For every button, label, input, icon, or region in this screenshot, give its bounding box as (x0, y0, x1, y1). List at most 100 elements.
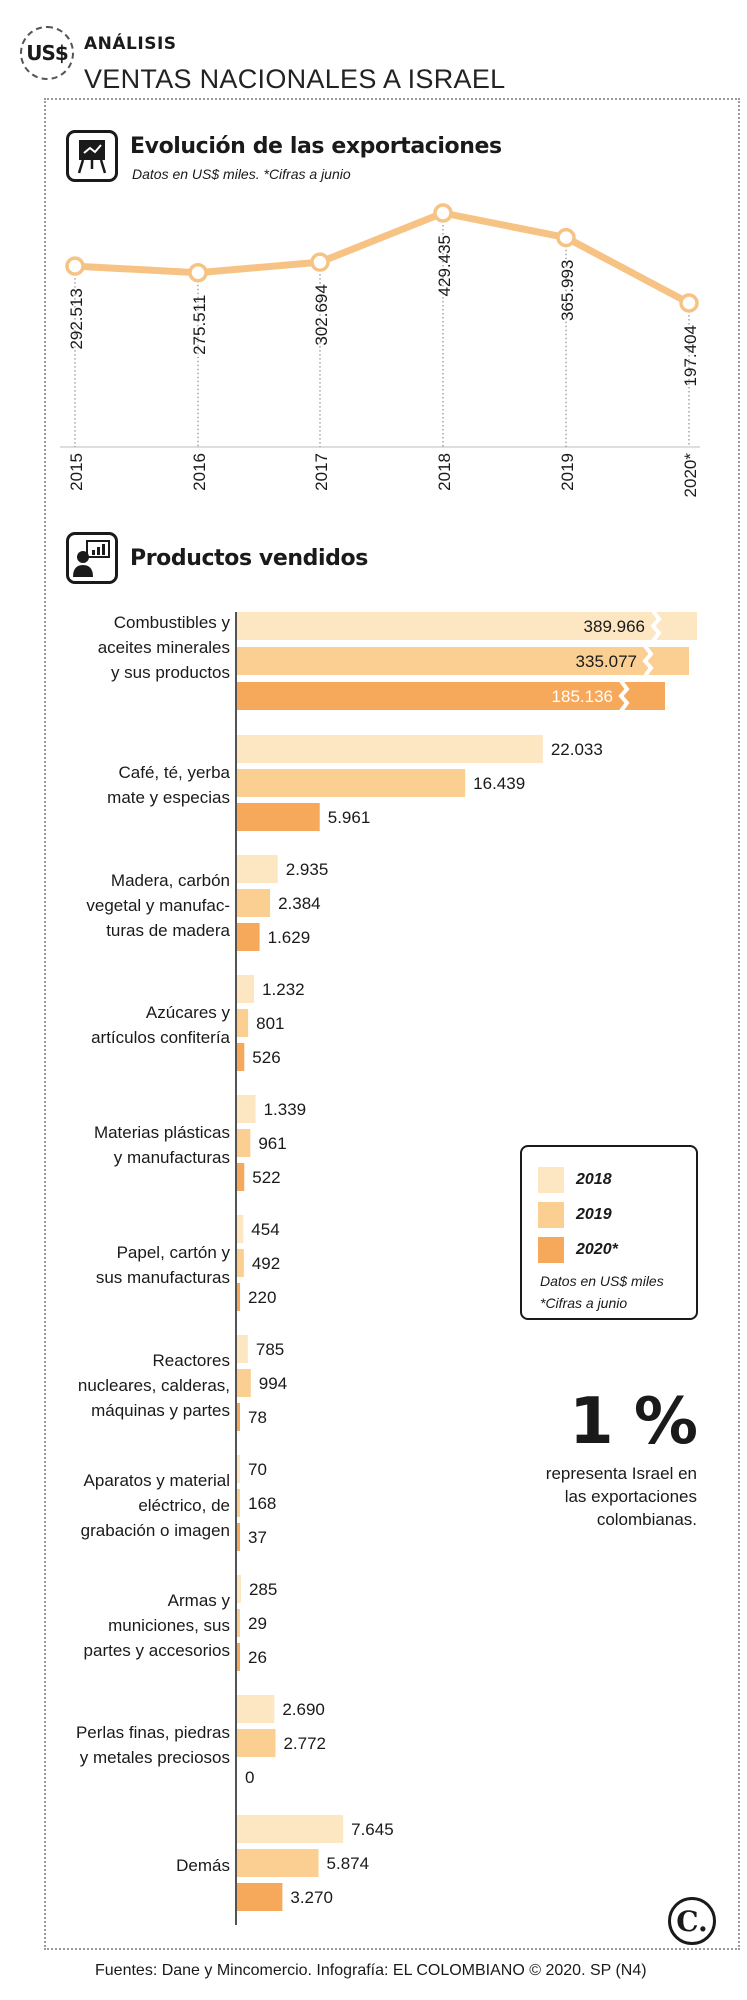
category-label-line: Demás (176, 1855, 230, 1875)
data-label: 7.645 (351, 1820, 394, 1839)
data-label: 2.772 (283, 1734, 326, 1753)
data-label: 197.404 (681, 325, 700, 386)
data-label: 285 (249, 1580, 277, 1599)
legend-item-2018: 2018 (538, 1167, 612, 1193)
category-label-line: aceites minerales (97, 637, 230, 657)
data-label: 302.694 (312, 284, 331, 345)
data-label: 994 (259, 1374, 287, 1393)
data-label: 1.232 (262, 980, 305, 999)
data-label: 2.384 (278, 894, 321, 913)
bar-2018 (237, 855, 278, 883)
bar-2018 (237, 1815, 344, 1843)
bar-2020 (237, 1403, 240, 1431)
footer-credits: Fuentes: Dane y Mincomercio. Infografía:… (95, 1962, 647, 1979)
legend-item-2020: 2020* (538, 1237, 618, 1263)
category-label-line: sus manufacturas (95, 1268, 230, 1287)
data-label: 801 (256, 1014, 284, 1033)
bar-2018 (237, 1215, 244, 1243)
data-point (433, 203, 453, 223)
dollar-badge-icon: US$ (20, 26, 74, 80)
category-label-line: Perlas finas, piedras (75, 1723, 230, 1742)
data-label: 37 (248, 1528, 267, 1547)
legend-label: 2018 (576, 1171, 612, 1188)
bar-2018 (237, 975, 255, 1003)
data-point (310, 252, 330, 272)
category-label-line: y manufacturas (113, 1148, 230, 1167)
bar-2019 (237, 1249, 244, 1277)
bar-2020 (237, 1163, 245, 1191)
category-label: Reactores nucleares, calderas, máquinas y … (20, 1348, 230, 1423)
x-tick-label: 2015 (67, 453, 86, 491)
bar-2020 (237, 1523, 240, 1551)
category-label-line: y sus productos (110, 662, 230, 682)
category-label-line: Madera, carbón (110, 870, 230, 890)
bar-2018 (237, 1575, 241, 1603)
data-label: 185.136 (552, 687, 613, 706)
note-line: las exportaciones (564, 1487, 697, 1506)
category-label-line: turas de madera (106, 920, 230, 940)
bar-2018 (237, 612, 697, 640)
bar-2020 (237, 1043, 245, 1071)
data-label: 3.270 (290, 1888, 333, 1907)
data-label: 5.874 (327, 1854, 370, 1873)
data-label: 22.033 (551, 740, 603, 759)
bar-2018 (237, 1455, 240, 1483)
category-label-line: eléctrico, de (138, 1495, 230, 1515)
category-label: Café, té, yerba mate y especias (20, 760, 230, 810)
legend-swatch-2019 (538, 1202, 564, 1228)
data-label: 70 (248, 1460, 267, 1479)
frame-top-border (44, 98, 740, 100)
data-label: 365.993 (558, 260, 577, 321)
legend-label: 2020* (576, 1241, 618, 1258)
bar-2018 (237, 1335, 248, 1363)
category-label-line: municiones, sus (108, 1615, 230, 1635)
legend-item-2019: 2019 (538, 1202, 612, 1228)
category-label-line: partes y accesorios (83, 1640, 230, 1660)
category-label-line: grabación o imagen (80, 1520, 230, 1540)
category-label-line: Materias plásticas (93, 1123, 230, 1142)
legend-swatch-2020 (538, 1237, 564, 1263)
data-label: 492 (252, 1254, 280, 1273)
category-label: Demás (20, 1853, 230, 1878)
x-tick-label: 2017 (312, 453, 331, 491)
israel-share-note: representa Israel en las exportaciones c… (497, 1462, 697, 1531)
data-label: 1.629 (268, 928, 311, 947)
category-label-line: artículos confitería (91, 1028, 230, 1047)
data-label: 1.339 (264, 1100, 307, 1119)
x-tick-label: 2019 (558, 453, 577, 491)
category-label-line: Azúcares y (145, 1003, 230, 1022)
category-label-line: Aparatos y material (83, 1470, 230, 1490)
presentation-board-icon (66, 130, 118, 182)
data-label: 29 (248, 1614, 267, 1633)
data-label: 168 (248, 1494, 276, 1513)
bar-2020 (237, 803, 320, 831)
category-label-line: mate y especias (107, 788, 230, 807)
category-label: Perlas finas, piedras y metales preciosos (20, 1720, 230, 1770)
data-label: 275.511 (190, 295, 209, 355)
data-point (188, 262, 208, 283)
category-label: Combustibles y aceites minerales y sus pro… (20, 610, 230, 685)
bar-2020 (237, 1883, 283, 1911)
bar-2019 (237, 1369, 251, 1397)
bar-2018 (237, 735, 543, 763)
israel-share-value: 1 % (569, 1385, 698, 1459)
evolution-title: Evolución de las exportaciones (130, 134, 502, 159)
category-label-line: Armas y (167, 1590, 230, 1610)
data-label: 961 (258, 1134, 286, 1153)
x-tick-label: 2020* (681, 453, 700, 498)
products-bar-chart: 389.966 335.077 185.136 22.033 16.439 5.961 2.… (235, 609, 697, 1925)
x-tick-label: 2016 (190, 453, 209, 491)
legend-note-june: *Cifras a junio (540, 1295, 628, 1311)
data-point (556, 227, 576, 248)
x-tick-label: 2018 (435, 453, 454, 491)
data-label: 26 (248, 1648, 267, 1667)
legend-note-units: Datos en US$ miles (540, 1273, 664, 1289)
exports-line-chart: 292.513 2015 275.511 2016 302.694 2017 429.435… (60, 203, 700, 498)
category-label-line: Combustibles y (113, 612, 230, 632)
bar-2019 (237, 1009, 249, 1037)
axis-break-mark (642, 644, 654, 678)
category-label: Armas y municiones, sus partes y accesorio… (20, 1588, 230, 1663)
data-label: 2.935 (286, 860, 329, 879)
bar-2019 (237, 1129, 251, 1157)
data-label: 522 (252, 1168, 280, 1187)
